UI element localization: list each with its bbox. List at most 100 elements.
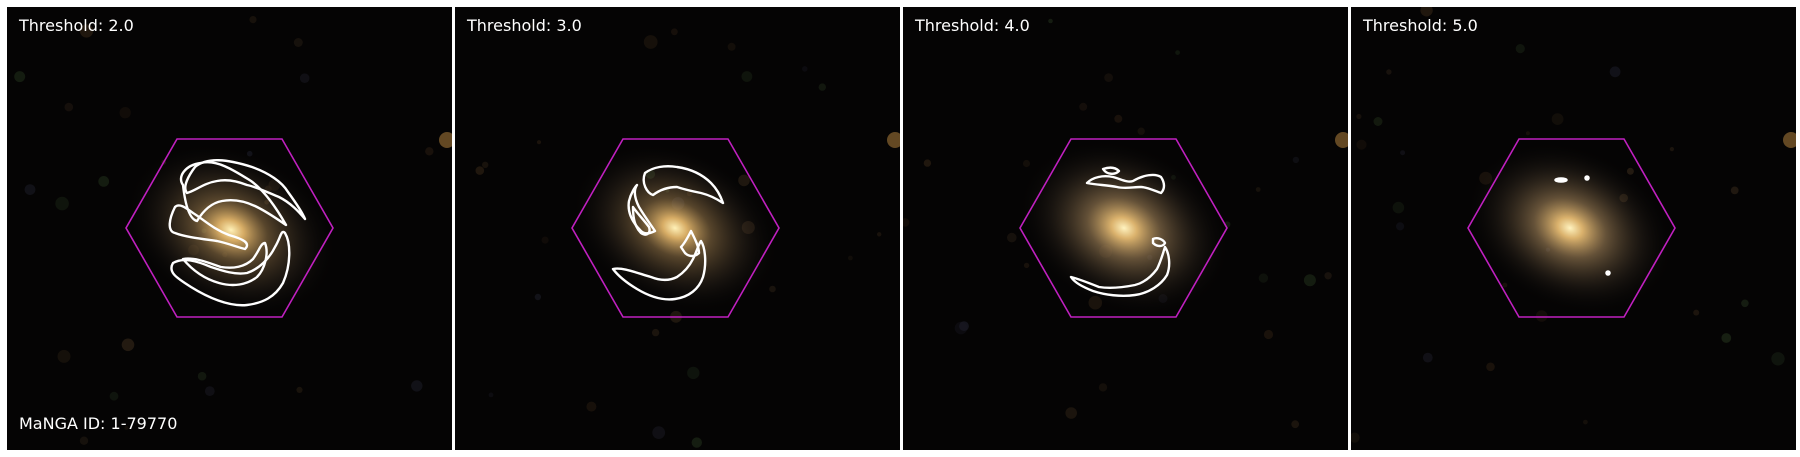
background-source [1400, 150, 1406, 156]
background-source [482, 161, 489, 168]
background-source [1486, 362, 1495, 372]
arm-contours [168, 159, 307, 307]
background-source [1422, 352, 1433, 363]
background-source [528, 23, 534, 28]
background-source [534, 293, 542, 301]
galaxy-image [455, 7, 900, 450]
background-source [1048, 18, 1053, 24]
background-source [1258, 273, 1269, 283]
background-source [488, 392, 494, 398]
background-source [425, 147, 434, 156]
background-source [1721, 333, 1732, 343]
background-source [55, 196, 69, 211]
background-source [1303, 274, 1316, 287]
background-source [769, 285, 776, 293]
background-source [1741, 299, 1749, 308]
background-source [652, 426, 666, 439]
image-panel-threshold-2: Threshold: 2.0 MaNGA ID: 1-79770 [7, 7, 452, 450]
background-source [586, 401, 597, 412]
background-source [439, 132, 452, 148]
galaxy-image [7, 7, 452, 450]
background-source [64, 102, 74, 112]
background-source [79, 436, 89, 445]
background-source [887, 132, 900, 148]
ifu-hexagon [1019, 138, 1228, 318]
background-source [671, 28, 678, 36]
background-source [109, 391, 119, 401]
background-source [1022, 159, 1031, 168]
background-source [1291, 420, 1300, 429]
threshold-label: Threshold: 2.0 [19, 16, 134, 35]
background-source [1356, 113, 1362, 120]
background-source [1114, 114, 1123, 123]
background-source [1104, 73, 1113, 82]
background-source [1292, 156, 1300, 164]
background-source [119, 107, 131, 119]
background-source [536, 140, 542, 145]
background-source [959, 321, 969, 331]
image-panel-threshold-3: Threshold: 3.0 [455, 7, 900, 450]
background-source [57, 349, 71, 363]
background-source [1693, 309, 1700, 316]
background-source [1551, 113, 1564, 125]
arm-contours [1069, 166, 1171, 297]
background-source [1515, 44, 1525, 54]
galaxy-glow [1018, 140, 1230, 316]
background-source [541, 236, 549, 244]
background-source [727, 42, 736, 51]
background-source [1175, 50, 1180, 55]
background-source [204, 386, 215, 396]
background-source [1351, 432, 1360, 443]
threshold-label: Threshold: 4.0 [915, 16, 1030, 35]
ifu-hexagon [571, 138, 780, 318]
ifu-hexagon [125, 138, 334, 318]
background-source [1420, 7, 1433, 17]
background-source [14, 71, 26, 83]
background-source [1392, 201, 1405, 214]
background-source [687, 366, 700, 380]
background-source [1356, 139, 1367, 150]
background-source [818, 83, 826, 91]
background-source [296, 386, 303, 393]
image-panel-threshold-4: Threshold: 4.0 [903, 7, 1348, 450]
background-source [293, 38, 303, 47]
arm-contours [611, 165, 725, 301]
background-source [24, 184, 36, 196]
background-source [1730, 186, 1739, 195]
background-source [1373, 117, 1383, 126]
background-source [923, 159, 932, 167]
background-source [1771, 352, 1785, 366]
background-source [691, 437, 702, 448]
background-source [1583, 419, 1588, 425]
arm-contours [1554, 175, 1611, 276]
image-panel-threshold-5: Threshold: 5.0 [1351, 7, 1796, 450]
threshold-label: Threshold: 3.0 [467, 16, 582, 35]
background-source [643, 35, 658, 49]
background-source [475, 166, 485, 175]
background-source [651, 328, 660, 337]
threshold-label: Threshold: 5.0 [1363, 16, 1478, 35]
background-source [1098, 383, 1108, 392]
background-source [1023, 262, 1030, 269]
galaxy-image [903, 7, 1348, 450]
background-source [1007, 232, 1017, 243]
background-source [249, 16, 257, 24]
galaxy-id-label: MaNGA ID: 1-79770 [19, 414, 178, 433]
background-source [1396, 222, 1405, 231]
background-source [1783, 132, 1796, 148]
background-source [1065, 407, 1077, 419]
background-source [197, 371, 207, 381]
background-source [848, 255, 853, 261]
background-source [411, 380, 423, 392]
galaxy-glow [1466, 142, 1674, 314]
ifu-hexagon [1467, 138, 1676, 318]
background-source [1263, 329, 1274, 340]
background-source [1502, 282, 1508, 288]
background-source [79, 24, 94, 38]
background-source [1386, 69, 1392, 75]
background-source [124, 425, 129, 430]
background-source [1335, 132, 1348, 148]
background-source [877, 232, 882, 237]
background-source [741, 71, 753, 82]
